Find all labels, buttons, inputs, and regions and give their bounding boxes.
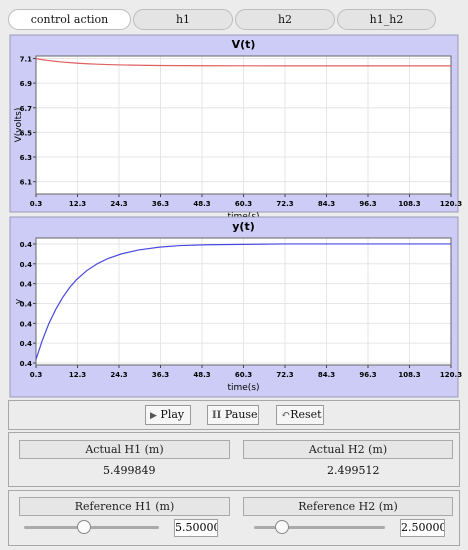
y-tick-label: 0.4 [20,340,33,348]
x-tick-label: 48.3 [193,371,210,379]
label: Actual H1 (m) [19,440,230,459]
x-tick-label: 120.3 [440,200,462,208]
x-tick-label: 12.3 [69,200,86,208]
x-tick-label: 48.3 [193,200,210,208]
x-tick-label: 84.3 [318,200,335,208]
x-tick-label: 96.3 [359,371,376,379]
y-axis-label: V(volts) [14,108,24,143]
y-tick-label: 6.3 [20,154,33,162]
y-tick-label: 0.4 [20,360,33,368]
x-tick-label: 24.3 [110,200,127,208]
y-tick-label: 6.5 [20,129,33,137]
y-tick-label: 6.1 [20,179,33,187]
x-tick-label: 36.3 [152,200,169,208]
reset-button[interactable]: ↶Reset [276,405,324,425]
y-tick-label: 0.4 [20,281,33,289]
tab[interactable]: h2 [235,9,335,30]
y-tick-label: 0.4 [20,320,33,328]
slider-track[interactable] [24,526,159,529]
x-tick-label: 84.3 [318,371,335,379]
value: 5.499849 [103,464,156,477]
y-tick-label: 7.1 [20,55,33,63]
x-tick-label: 120.3 [440,371,462,379]
button-label: Reset [290,408,322,421]
x-tick-label: 108.3 [398,371,420,379]
plot-border [35,55,452,195]
tab[interactable]: h1_h2 [337,9,436,30]
x-tick-label: 12.3 [69,371,86,379]
x-axis-label: time(s) [227,383,259,393]
pause-button[interactable]: II Pause [207,405,259,425]
input[interactable]: 5.500000 [174,519,218,537]
line-series [35,58,451,67]
play-button[interactable]: ▶ Play [145,405,191,425]
tab[interactable]: h1 [133,9,233,30]
plot-border [35,237,452,366]
slider-track[interactable] [254,526,385,529]
input[interactable]: 2.500000 [400,519,445,537]
x-tick-label: 72.3 [276,200,293,208]
y-tick-label: 0.4 [20,241,33,249]
x-tick-label: 72.3 [276,371,293,379]
x-tick-label: 0.3 [30,200,43,208]
x-tick-label: 96.3 [359,200,376,208]
value: 2.499512 [327,464,380,477]
charts: V(t) time(s) V(volts) 6.1 6.3 6.5 6.7 6.9 7.1 0.3… [9,34,462,398]
label: Reference H2 (m) [243,497,453,516]
slider-thumb[interactable] [275,520,289,534]
slider-thumb[interactable] [77,520,91,534]
button-label: Play [160,408,185,421]
label: Actual H2 (m) [243,440,453,459]
y-tick-label: 0.4 [20,261,33,269]
chart-title: V(t) [232,38,256,51]
label: Reference H1 (m) [19,497,230,516]
line-series [35,243,451,360]
x-tick-label: 36.3 [152,371,169,379]
x-tick-label: 108.3 [398,200,420,208]
x-tick-label: 0.3 [30,371,43,379]
y-tick-label: 0.4 [20,300,33,308]
y-tick-label: 6.9 [20,80,33,88]
tab[interactable]: control action [8,9,131,30]
x-tick-label: 60.3 [235,371,252,379]
button-label: Pause [224,408,258,421]
chart-title: y(t) [232,220,254,233]
x-tick-label: 24.3 [110,371,127,379]
x-tick-label: 60.3 [235,200,252,208]
y-axis-label: y [14,298,24,304]
y-tick-label: 6.7 [20,105,33,113]
